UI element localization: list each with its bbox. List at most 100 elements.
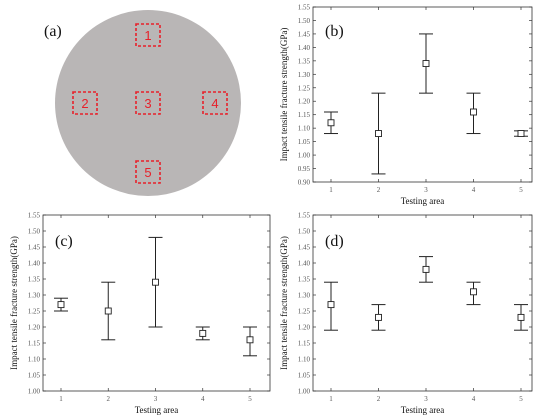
error-bar-2 (101, 281, 116, 341)
panel-a: (a) 1 2 3 4 5 (44, 10, 241, 196)
y-tick-label: 1.40 (298, 260, 311, 268)
y-tick-label: 1.05 (298, 138, 311, 146)
mean-marker (327, 301, 335, 309)
region-box (135, 91, 161, 115)
y-tick-label: 1.05 (298, 372, 311, 380)
mean-marker (199, 329, 207, 337)
error-bar-5 (514, 304, 528, 331)
y-tick-label: 1.10 (28, 356, 41, 364)
y-tick-label: 1.25 (298, 84, 311, 92)
mean-marker (327, 119, 335, 127)
y-tick-label: 1.00 (298, 152, 311, 160)
y-tick-label: 1.05 (28, 372, 41, 380)
y-axis-title: Impact tensile fracture strength(GPa) (279, 28, 289, 162)
y-tick-label: 1.55 (28, 212, 41, 220)
testing-region-4: 4 (202, 91, 228, 115)
region-number: 3 (144, 96, 151, 111)
region-number: 2 (81, 96, 88, 111)
x-tick-label: 5 (519, 395, 523, 403)
x-tick-label: 3 (424, 186, 428, 194)
mean-marker (57, 301, 65, 309)
error-bar-4 (195, 326, 210, 341)
y-tick-label: 0.90 (298, 179, 311, 187)
region-number: 4 (211, 96, 218, 111)
testing-region-1: 1 (135, 23, 161, 47)
panel-d-label: (d) (325, 233, 344, 250)
panel-b-label: (b) (325, 23, 344, 40)
region-number: 5 (144, 165, 151, 180)
y-axis-title: Impact tensile fracture strength(GPa) (9, 236, 19, 370)
y-tick-label: 1.30 (28, 292, 41, 300)
x-axis-title: Testing area (135, 405, 179, 415)
mean-marker (422, 60, 430, 67)
panel-c-label: (c) (55, 233, 73, 250)
region-number: 1 (144, 28, 151, 43)
y-tick-label: 1.45 (28, 244, 41, 252)
error-bar-5 (243, 326, 257, 357)
mean-marker (375, 313, 382, 321)
error-bar-2 (371, 304, 386, 331)
y-tick-label: 1.50 (28, 228, 41, 236)
x-tick-label: 2 (377, 186, 381, 194)
y-tick-label: 1.40 (28, 260, 41, 268)
y-tick-label: 1.35 (28, 276, 41, 284)
testing-region-2: 2 (72, 91, 98, 115)
mean-marker (246, 336, 254, 344)
y-tick-label: 1.40 (298, 44, 311, 52)
error-bar-4 (466, 92, 481, 135)
wafer-disc (55, 10, 241, 196)
x-tick-label: 2 (377, 395, 381, 403)
error-bar-4 (466, 281, 481, 306)
x-tick-label: 2 (107, 395, 111, 403)
x-tick-label: 5 (248, 395, 252, 403)
y-tick-label: 1.50 (298, 228, 311, 236)
mean-marker (422, 265, 430, 273)
x-tick-label: 3 (154, 395, 158, 403)
chart-c: 1.00 1.05 1.10 1.15 1.20 1.25 1.30 1.35 1.40 1.45… (9, 212, 271, 415)
y-tick-label: 1.00 (28, 388, 41, 396)
y-tick-label: 1.20 (298, 98, 311, 106)
error-bar-3 (419, 256, 433, 283)
x-tick-label: 1 (329, 186, 333, 194)
y-tick-label: 1.10 (298, 356, 311, 364)
y-tick-label: 1.00 (298, 388, 311, 396)
testing-region-5: 5 (135, 160, 161, 184)
mean-marker (470, 108, 477, 116)
region-box (135, 160, 161, 184)
x-tick-label: 4 (201, 395, 205, 403)
x-tick-label: 1 (59, 395, 63, 403)
region-box (72, 91, 98, 115)
error-bar-1 (54, 297, 68, 312)
y-tick-label: 1.55 (298, 4, 311, 12)
plot-frame (312, 214, 533, 392)
y-tick-label: 1.25 (298, 308, 311, 316)
y-tick-label: 1.15 (298, 340, 311, 348)
y-tick-label: 1.25 (28, 308, 41, 316)
x-axis-title: Testing area (401, 405, 445, 415)
mean-marker (517, 313, 525, 321)
plot-frame (42, 214, 271, 392)
y-tick-label: 1.35 (298, 276, 311, 284)
y-tick-label: 1.35 (298, 57, 311, 65)
error-bar-2 (371, 92, 386, 175)
y-tick-label: 1.15 (298, 111, 311, 119)
x-axis-title: Testing area (401, 196, 445, 206)
x-tick-label: 4 (472, 186, 476, 194)
y-tick-label: 1.30 (298, 71, 311, 79)
y-tick-label: 1.20 (28, 324, 41, 332)
error-bar-1 (324, 281, 338, 331)
mean-marker (375, 130, 382, 137)
y-tick-label: 1.15 (28, 340, 41, 348)
x-tick-label: 4 (472, 395, 476, 403)
error-bar-5 (514, 130, 528, 137)
y-axis-title: Impact tensile fracture strength(GPa) (279, 236, 289, 370)
y-tick-label: 1.30 (298, 292, 311, 300)
x-tick-label: 1 (329, 395, 333, 403)
chart-d: 1.00 1.05 1.10 1.15 1.20 1.25 1.30 1.35 1.40 1.45… (279, 212, 533, 415)
y-tick-label: 1.55 (298, 212, 311, 220)
region-box (135, 23, 161, 47)
error-bar-3 (419, 33, 433, 94)
x-tick-label: 5 (519, 186, 523, 194)
y-tick-label: 1.45 (298, 30, 311, 38)
